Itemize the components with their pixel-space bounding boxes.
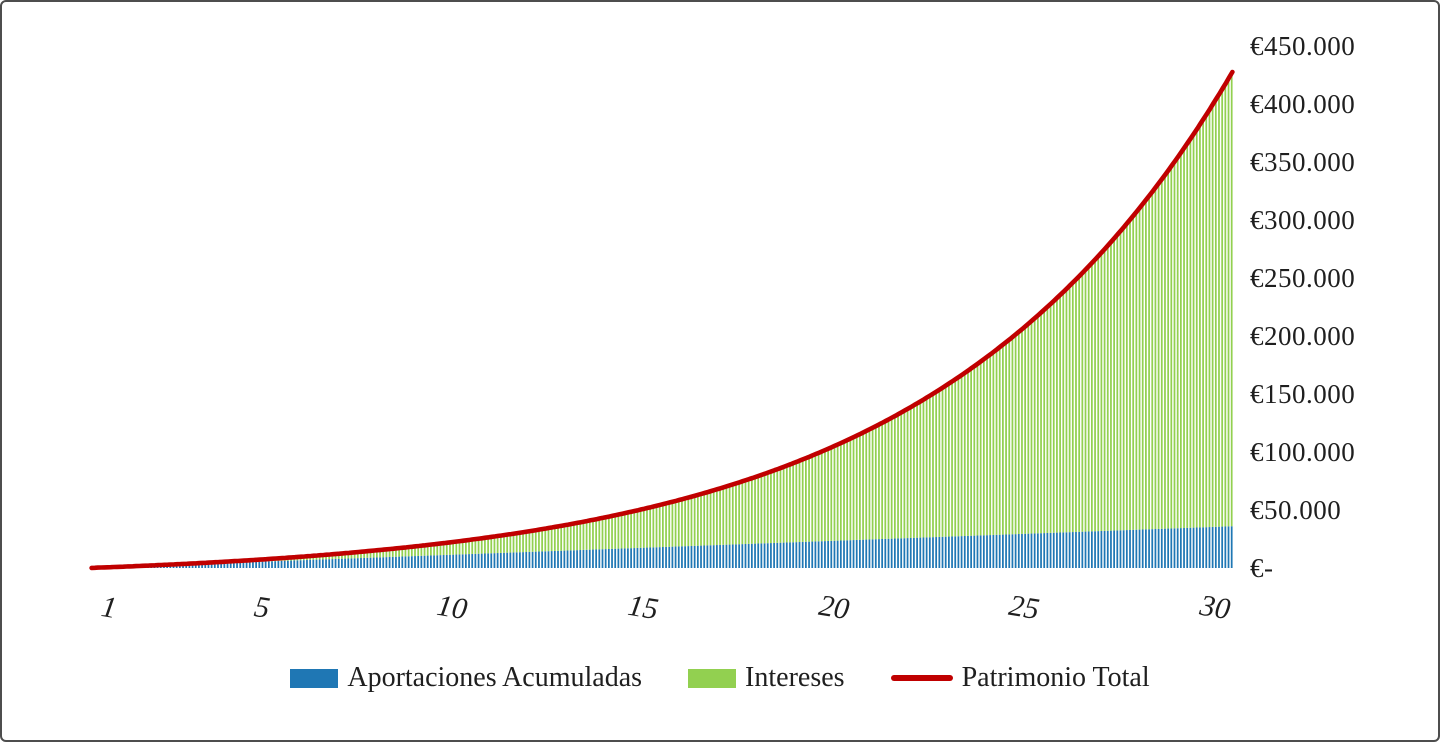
y-axis-tick-label: €400.000 <box>1250 89 1356 119</box>
legend-label-intereses: Intereses <box>745 662 845 693</box>
bars-aportaciones-acumuladas <box>96 526 1233 568</box>
legend-item-intereses: Intereses <box>688 662 845 694</box>
legend-item-patrimonio: Patrimonio Total <box>890 662 1150 694</box>
line-patrimonio-total <box>89 69 1235 571</box>
legend-label-aportaciones: Aportaciones Acumuladas <box>347 662 643 693</box>
chart-legend: Aportaciones Acumuladas Intereses Patrim… <box>2 662 1438 694</box>
legend-swatch-intereses <box>688 668 737 688</box>
y-axis-tick-label: €250.000 <box>1250 263 1356 293</box>
y-axis-tick-label: €450.000 <box>1250 31 1356 61</box>
y-axis-tick-label: €- <box>1250 553 1274 583</box>
legend-swatch-aportaciones <box>290 668 339 688</box>
legend-swatch-patrimonio <box>890 675 953 681</box>
y-axis-tick-label: €150.000 <box>1250 379 1356 409</box>
y-axis-tick-label: €50.000 <box>1250 495 1342 525</box>
y-axis-tick-label: €200.000 <box>1250 321 1356 351</box>
legend-label-patrimonio: Patrimonio Total <box>961 662 1150 693</box>
y-axis-tick-label: €100.000 <box>1250 437 1356 467</box>
y-axis-tick-label: €350.000 <box>1250 147 1356 177</box>
legend-item-aportaciones: Aportaciones Acumuladas <box>290 662 642 694</box>
bars-intereses <box>156 72 1233 566</box>
y-axis-tick-label: €300.000 <box>1250 205 1356 235</box>
